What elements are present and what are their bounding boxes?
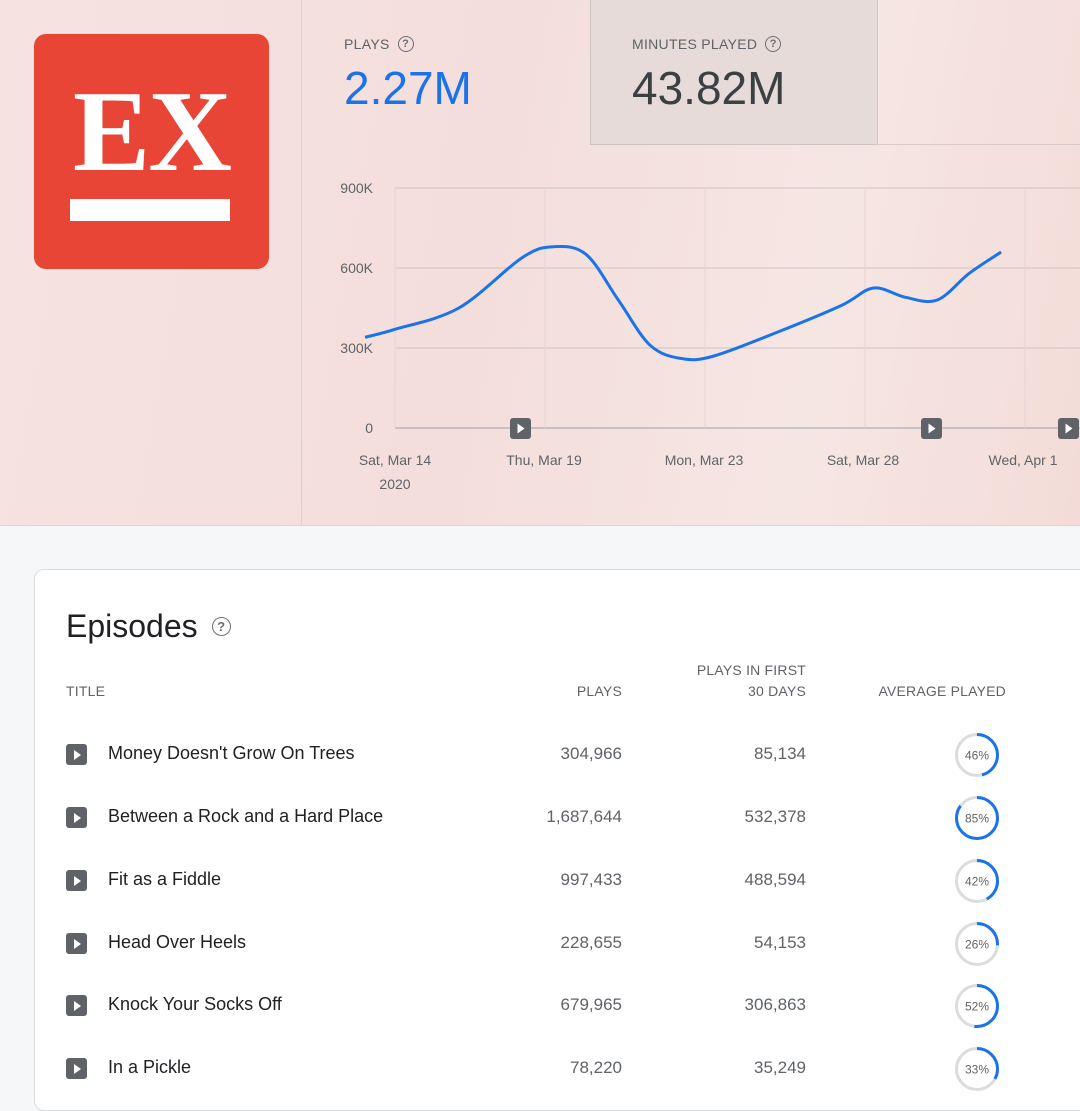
episodes-heading: Episodes: [66, 608, 198, 644]
plays-stat-label-row: PLAYS ?: [344, 36, 414, 52]
table-row[interactable]: Fit as a Fiddle 997,433 488,594 42%: [35, 859, 1080, 923]
stats-header-panel: EX PLAYS ? 2.27M MINUTES PLAYED ? 43.82M…: [0, 0, 1080, 526]
episode-title[interactable]: In a Pickle: [108, 1057, 192, 1077]
podcast-logo: EX: [34, 34, 269, 269]
column-header-line: PLAYS IN FIRST: [696, 662, 806, 678]
x-tick-label: Wed, Apr 1: [988, 452, 1057, 468]
episodes-heading-row: Episodes ?: [66, 608, 231, 645]
panel-divider: [301, 0, 302, 525]
episode-title[interactable]: Money Doesn't Grow On Trees: [108, 743, 355, 763]
table-row[interactable]: Money Doesn't Grow On Trees 304,966 85,134…: [35, 733, 1080, 797]
episode-plays: 228,655: [560, 933, 622, 952]
help-icon[interactable]: ?: [211, 617, 231, 636]
episode-title[interactable]: Knock Your Socks Off: [108, 994, 282, 1014]
play-icon[interactable]: [66, 933, 87, 954]
episode-plays: 78,220: [570, 1058, 622, 1077]
plays-stat-tab[interactable]: PLAYS ? 2.27M: [302, 0, 590, 145]
tab-underline: [877, 144, 1080, 145]
table-row[interactable]: Knock Your Socks Off 679,965 306,863 52%: [35, 984, 1080, 1048]
episode-release-marker[interactable]: [1058, 418, 1079, 439]
y-tick-label: 600K: [340, 260, 373, 276]
episode-plays-first-30-days: 35,249: [754, 1058, 806, 1077]
episode-release-marker[interactable]: [921, 418, 942, 439]
average-played-value: 33%: [965, 1063, 989, 1077]
plays-series-line: [364, 244, 1002, 362]
average-played-progress-ring: 42%: [955, 859, 999, 903]
x-tick-label: Thu, Mar 19: [506, 452, 582, 468]
logo-underline: [70, 199, 230, 221]
play-icon[interactable]: [66, 744, 87, 765]
table-row[interactable]: Between a Rock and a Hard Place 1,687,644…: [35, 796, 1080, 860]
average-played-value: 42%: [965, 875, 989, 889]
episodes-card: Episodes ? TITLE PLAYS PLAYS IN FIRST 30…: [34, 569, 1080, 1111]
plays-stat-value: 2.27M: [344, 62, 472, 114]
y-tick-label: 300K: [340, 340, 373, 356]
average-played-progress-ring: 52%: [955, 984, 999, 1028]
progress-ring-fill: [955, 796, 999, 840]
episode-plays-first-30-days: 54,153: [754, 933, 806, 952]
progress-ring-fill: [955, 922, 999, 966]
plays-stat-label: PLAYS: [344, 36, 390, 52]
y-tick-label: 900K: [340, 180, 373, 196]
play-icon: [517, 423, 525, 434]
play-icon[interactable]: [66, 807, 87, 828]
episode-plays-first-30-days: 85,134: [754, 744, 806, 763]
x-tick-label: Sat, Mar 28: [827, 452, 900, 468]
table-row[interactable]: In a Pickle 78,220 35,249 33%: [35, 1047, 1080, 1111]
play-icon: [928, 423, 936, 434]
x-year-label: 2020: [379, 476, 410, 492]
episode-title[interactable]: Fit as a Fiddle: [108, 869, 222, 889]
average-played-value: 52%: [965, 1000, 989, 1014]
y-tick-label: 0: [365, 420, 373, 436]
play-icon[interactable]: [66, 870, 87, 891]
plays-line-chart: 900K 600K 300K 0 Sat, Mar 14 Thu, Mar 19 Mon, …: [340, 180, 1080, 492]
episode-title[interactable]: Between a Rock and a Hard Place: [108, 806, 384, 826]
x-tick-label: Mon, Mar 23: [665, 452, 744, 468]
progress-ring-fill: [955, 1047, 999, 1091]
average-played-value: 26%: [965, 938, 989, 952]
episode-plays: 997,433: [560, 870, 622, 889]
average-played-progress-ring: 26%: [955, 922, 999, 966]
play-icon[interactable]: [66, 995, 87, 1016]
table-row[interactable]: Head Over Heels 228,655 54,153 26%: [35, 922, 1080, 986]
episode-title[interactable]: Head Over Heels: [108, 932, 247, 952]
progress-ring-fill: [955, 733, 999, 777]
column-header-plays-first-30-days[interactable]: PLAYS IN FIRST 30 DAYS: [697, 660, 806, 702]
average-played-progress-ring: 33%: [955, 1047, 999, 1091]
average-played-value: 46%: [965, 749, 989, 763]
play-icon: [1065, 423, 1073, 434]
column-header-average-played[interactable]: AVERAGE PLAYED: [878, 683, 1006, 699]
minutes-stat-label-row: MINUTES PLAYED ?: [632, 36, 782, 52]
column-header-line: 30 DAYS: [748, 683, 806, 699]
average-played-progress-ring: 85%: [955, 796, 999, 840]
minutes-stat-label: MINUTES PLAYED: [632, 36, 758, 52]
help-icon[interactable]: ?: [397, 36, 414, 52]
column-header-title[interactable]: TITLE: [66, 683, 106, 699]
average-played-value: 85%: [965, 812, 989, 826]
episode-plays: 1,687,644: [546, 807, 622, 826]
minutes-played-stat-tab[interactable]: MINUTES PLAYED ? 43.82M: [590, 0, 878, 145]
episode-plays-first-30-days: 306,863: [744, 995, 806, 1014]
average-played-progress-ring: 46%: [955, 733, 999, 777]
episode-plays: 304,966: [560, 744, 622, 763]
progress-ring-fill: [955, 984, 999, 1028]
x-tick-label: Sat, Mar 14: [359, 452, 432, 468]
progress-ring-fill: [955, 859, 999, 903]
episode-plays-first-30-days: 532,378: [744, 807, 806, 826]
column-header-plays[interactable]: PLAYS: [576, 683, 622, 699]
episode-release-marker[interactable]: [510, 418, 531, 439]
episode-plays-first-30-days: 488,594: [744, 870, 806, 889]
minutes-stat-value: 43.82M: [632, 62, 786, 114]
episode-plays: 679,965: [560, 995, 622, 1014]
logo-text: EX: [72, 68, 232, 196]
play-icon[interactable]: [66, 1058, 87, 1079]
help-icon[interactable]: ?: [765, 36, 782, 52]
